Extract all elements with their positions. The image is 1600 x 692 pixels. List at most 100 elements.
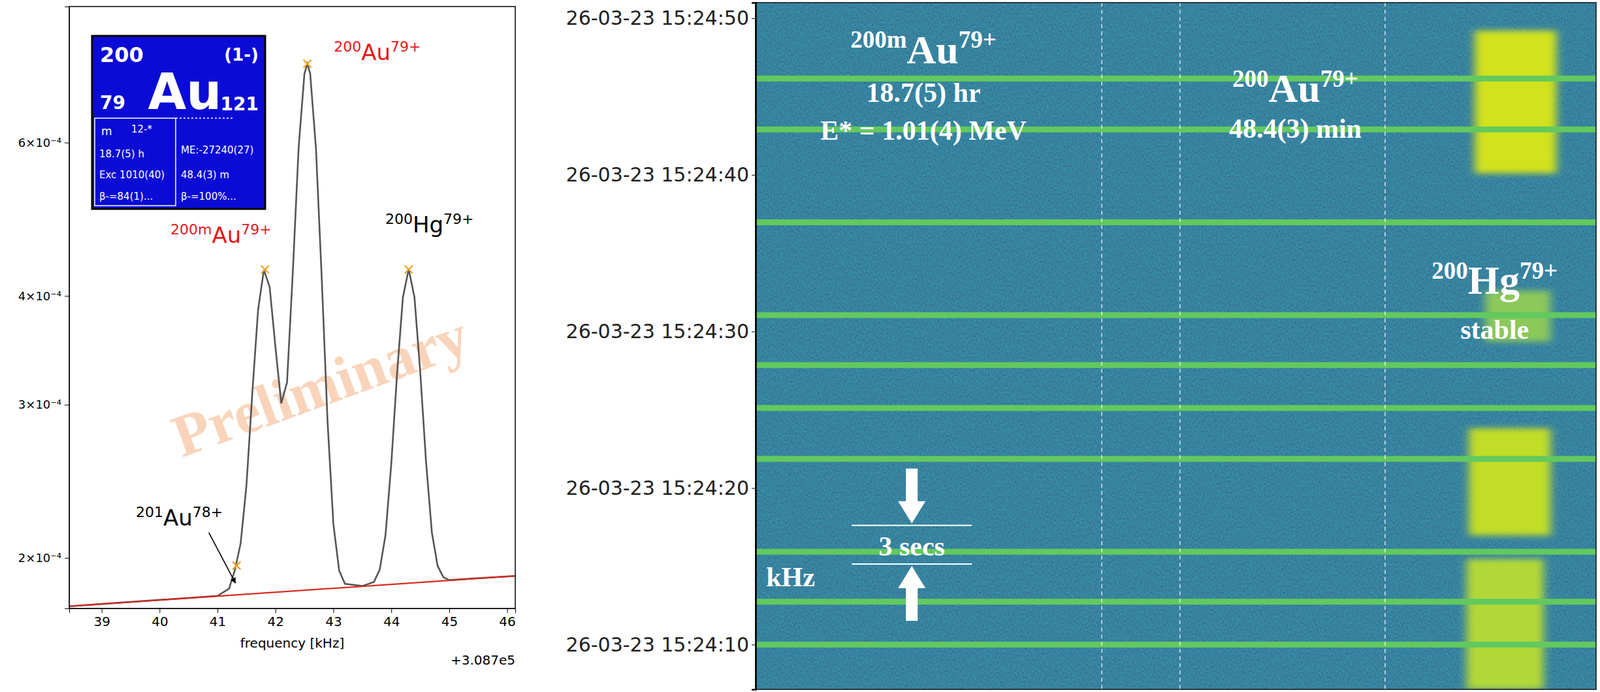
y-axis-line [64,7,70,610]
nuclide-symbol: Au [361,39,391,66]
dashed-line [1384,2,1386,690]
peak-marker [232,561,241,570]
nuclide-label: 200Au79+ [1232,65,1359,112]
y-axis-tick-label: 3×10⁻⁴ [18,397,62,412]
time-axis-tick-mark [751,644,756,646]
nuclide-box-text: β-=84(1)... [99,190,153,203]
spectrogram-background [755,2,1597,690]
x-axis-tick-label: 46 [498,613,516,630]
horizontal-line [755,362,1597,369]
y-axis-tick-mark [64,295,70,297]
baseline-line [69,576,516,607]
time-axis-tick: 26-03-23 15:24:30 [566,320,756,343]
ion-trace [1466,559,1544,690]
ion-trace [1474,30,1557,174]
y-axis-tick-mark [64,142,70,144]
annotation-text: E* = 1.01(4) MeV [820,115,1027,147]
horizontal-line [755,641,1597,648]
nuclide-symbol: Au [907,27,959,72]
nuclide-box-background [92,35,266,209]
y-axis: 2×10⁻⁴ 3×10⁻⁴ 4×10⁻⁴ 6×10⁻⁴ [18,7,70,610]
x-axis-tick: 45 [441,608,458,630]
time-axis-tick: 26-03-23 15:24:40 [566,163,756,187]
x-axis-tick: 44 [383,608,400,630]
spectrogram-area [755,2,1597,690]
x-axis-tick-mark [217,608,219,614]
nuclide-charge: 79+ [240,221,272,238]
y-axis-tick-label: 4×10⁻⁴ [18,289,62,304]
x-axis-tick: 42 [267,608,285,630]
annotation-text: 48.4(3) min [1229,113,1362,145]
time-axis-tick: 26-03-23 15:24:50 [566,6,756,30]
x-axis-tick-label: 42 [267,613,285,630]
nuclide-charge: 79+ [1519,257,1558,285]
y-axis-tick: 2×10⁻⁴ [18,551,70,565]
nuclide-symbol: Au [1268,65,1321,111]
x-axis-tick: 41 [209,608,226,630]
annotation-text: 18.7(5) hr [866,77,981,109]
y-axis-tick: 4×10⁻⁴ [18,289,70,304]
figure: Preliminary39404142434445462×10⁻⁴3×10⁻⁴4… [0,0,1600,692]
x-axis-tick-mark [159,608,160,614]
bracket-line [851,563,972,565]
bracket-arrow [897,566,926,622]
nuclide-box: 200(1-)Au79121m12-*18.7(5) hExc 1010(40)… [92,35,266,209]
peak-marker [404,265,413,274]
time-axis-tick-mark [751,488,756,490]
bracket-arrow [897,468,926,524]
x-axis-line [69,609,516,614]
time-axis-tick: 26-03-23 15:24:10 [566,633,756,657]
time-axis-tick-mark [751,331,756,333]
y-axis-tick-label: 6×10⁻⁴ [18,135,62,150]
time-axis-tick-label: 26-03-23 15:24:40 [566,163,750,187]
y-axis-tick: 3×10⁻⁴ [18,397,70,412]
x-axis-tick-mark [333,608,334,614]
time-axis-tick-label: 26-03-23 15:24:20 [566,476,750,500]
nuclide-symbol: Au [211,222,241,249]
nuclide-mass: 201 [135,504,164,521]
y-axis-tick-label: 2×10⁻⁴ [18,551,62,565]
nuclide-charge: 79+ [390,38,421,55]
nuclide-symbol: Au [163,504,193,531]
nuclide-label: 200mAu79+ [850,26,997,72]
time-axis-line [751,3,757,691]
horizontal-line [755,404,1597,411]
spectrogram-annotations: 200mAu79+18.7(5) hrE* = 1.01(4) MeV200Au… [766,26,1558,622]
time-axis-tick-label: 26-03-23 15:24:50 [566,6,750,30]
nuclide-charge: 79+ [958,26,997,53]
nuclide-box-text: 48.4(3) m [180,169,230,181]
y-axis-tick: 6×10⁻⁴ [18,135,70,150]
spectrogram-noise [755,2,1597,690]
time-axis-tick-label: 26-03-23 15:24:10 [566,633,750,657]
annotation-text: stable [1460,314,1529,345]
x-axis-tick-mark [391,608,392,614]
ion-trace [1468,428,1551,536]
time-axis-tick-mark [751,18,756,19]
nuclide-mass: 200 [1431,257,1469,285]
annotations: 200Au79+200mAu79+200Hg79+201Au78+ [135,38,475,584]
nuclide-box-text: 121 [220,93,259,115]
nuclide-mass: 200 [1232,65,1269,93]
y-axis-tick-mark [64,404,70,406]
x-axis-tick-mark [449,608,450,614]
watermark: Preliminary [163,301,477,471]
time-axis-tick-label: 26-03-23 15:24:30 [566,320,750,343]
nuclide-mass: 200m [850,26,908,53]
x-axis-tick: 43 [325,608,342,630]
nuclide-box-text: ME:-27240(27) [180,144,254,157]
nuclide-label: 200Hg79+ [1431,257,1558,304]
nuclide-box-text: m [101,124,113,138]
nuclide-symbol: Hg [1468,257,1520,303]
plot-frame [69,6,516,609]
nuclide-box-text: 200 [99,42,144,68]
time-axis-tick: 26-03-23 15:24:20 [566,476,756,500]
x-axis-offset: +3.087e5 [450,652,516,669]
dashed-line [1179,2,1181,690]
annotation-text: kHz [766,562,816,593]
nuclide-label: 200Hg79+ [385,210,475,238]
x-axis-tick: 46 [498,608,516,630]
nuclide-box-text: 18.7(5) h [99,148,145,160]
nuclide-label: 201Au78+ [135,504,223,531]
annotation-arrow [208,532,236,584]
x-axis-tick: 40 [151,608,168,630]
